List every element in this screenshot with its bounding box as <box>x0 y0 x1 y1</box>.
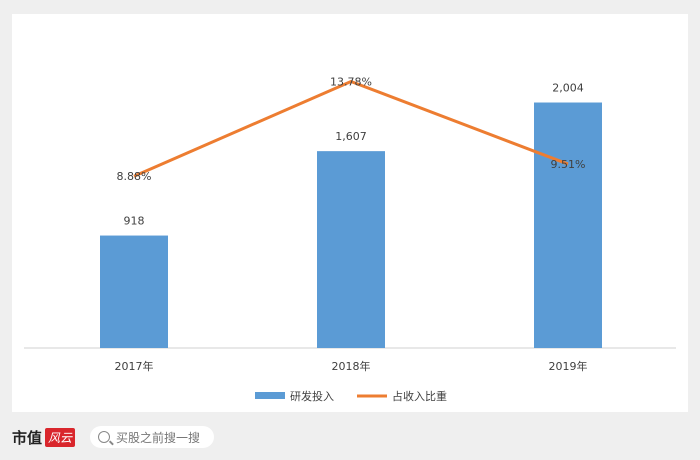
legend-swatch-bar <box>255 392 285 399</box>
bar <box>534 102 602 348</box>
line-value-label: 8.88% <box>117 170 152 183</box>
search-placeholder: 买股之前搜一搜 <box>116 430 201 445</box>
logo-stamp: 风云 <box>45 427 76 447</box>
line-value-label: 9.51% <box>551 158 586 171</box>
bar <box>317 151 385 348</box>
search-box[interactable]: 买股之前搜一搜 <box>90 426 214 448</box>
footer: 市值 风云 买股之前搜一搜 <box>0 412 700 460</box>
bar-value-label: 918 <box>124 215 145 228</box>
series-line <box>133 79 569 178</box>
line-value-label: 13.78% <box>330 75 372 88</box>
chart: 918 1,607 2,004 8.88% 13.78% 9.51% 2017年 2018… <box>24 75 676 403</box>
x-tick-label: 2019年 <box>549 359 588 373</box>
bar <box>100 235 168 348</box>
legend-label: 研发投入 <box>290 389 334 403</box>
logo-text: 市值 <box>12 428 43 447</box>
bar-value-label: 1,607 <box>335 130 367 143</box>
brand-logo: 市值 风云 <box>12 426 76 448</box>
chart-frame: 918 1,607 2,004 8.88% 13.78% 9.51% 2017年 2018… <box>12 14 688 412</box>
x-tick-label: 2018年 <box>332 359 371 373</box>
legend-label: 占收入比重 <box>392 389 447 403</box>
x-tick-label: 2017年 <box>115 359 154 373</box>
bar-value-label: 2,004 <box>552 82 584 95</box>
search-icon <box>98 431 110 443</box>
